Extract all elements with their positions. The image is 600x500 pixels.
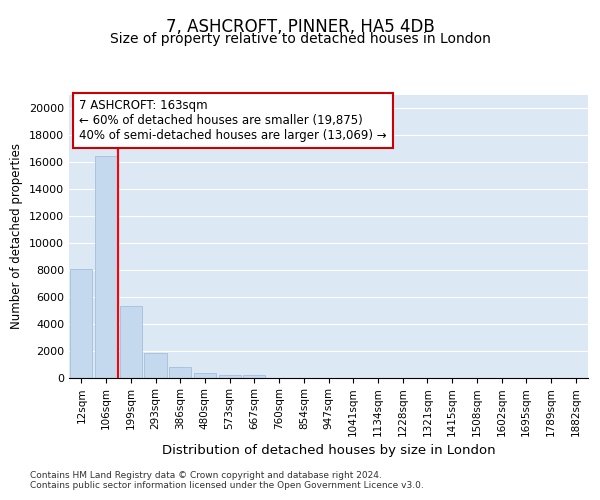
Bar	[70, 268, 92, 378]
X-axis label: Distribution of detached houses by size in London: Distribution of detached houses by size …	[161, 444, 496, 458]
Text: 7 ASHCROFT: 163sqm
← 60% of detached houses are smaller (19,875)
40% of semi-det: 7 ASHCROFT: 163sqm ← 60% of detached hou…	[79, 99, 387, 142]
Text: Contains HM Land Registry data © Crown copyright and database right 2024.
Contai: Contains HM Land Registry data © Crown c…	[30, 470, 424, 490]
Bar	[194, 374, 216, 378]
Bar	[95, 156, 117, 378]
Text: 7, ASHCROFT, PINNER, HA5 4DB: 7, ASHCROFT, PINNER, HA5 4DB	[166, 18, 434, 36]
Text: Size of property relative to detached houses in London: Size of property relative to detached ho…	[110, 32, 490, 46]
Bar	[218, 375, 241, 378]
Bar	[169, 368, 191, 378]
Bar	[243, 375, 265, 378]
Bar	[119, 306, 142, 378]
Bar	[145, 354, 167, 378]
Y-axis label: Number of detached properties: Number of detached properties	[10, 143, 23, 329]
